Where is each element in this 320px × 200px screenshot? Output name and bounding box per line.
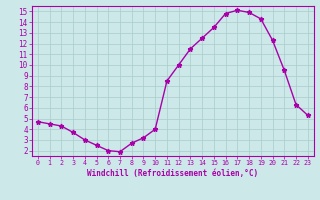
X-axis label: Windchill (Refroidissement éolien,°C): Windchill (Refroidissement éolien,°C) [87,169,258,178]
